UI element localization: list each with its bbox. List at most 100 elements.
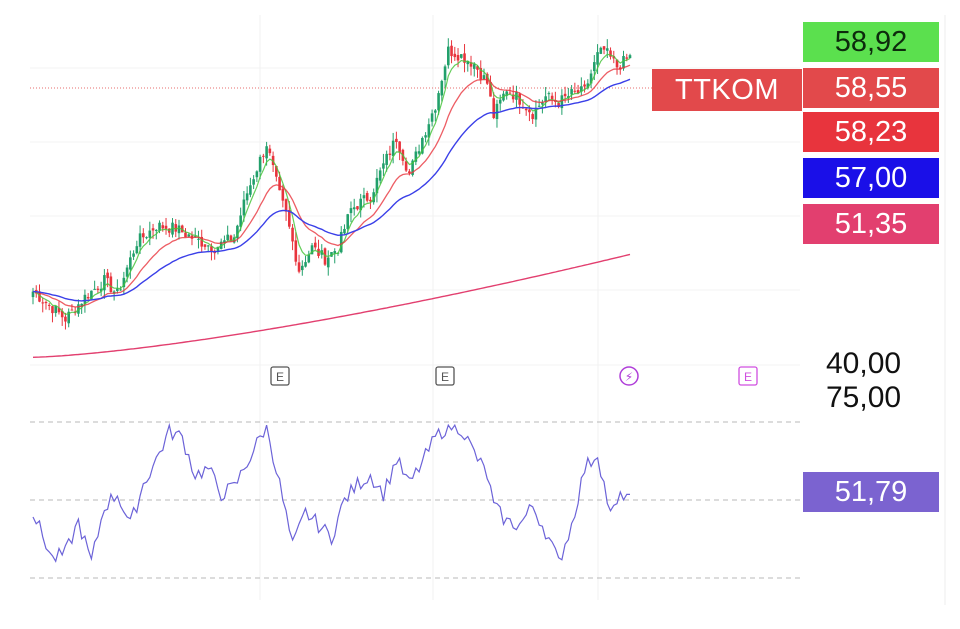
- candle-body: [313, 242, 317, 248]
- candle-body: [404, 161, 408, 171]
- candle-body: [411, 160, 414, 175]
- candle-body: [430, 113, 434, 122]
- candle-body: [528, 109, 531, 113]
- candle-body: [456, 55, 460, 61]
- candle-body: [563, 93, 567, 97]
- candle-body: [356, 206, 359, 210]
- candle-body: [560, 95, 564, 109]
- candle-body: [51, 306, 54, 314]
- candle-body: [122, 277, 126, 288]
- candle-body: [148, 230, 152, 238]
- candle-body: [398, 141, 401, 153]
- candle-body: [278, 177, 281, 191]
- candle-body: [158, 222, 161, 231]
- candle-body: [236, 225, 239, 239]
- candle-body: [378, 170, 382, 181]
- candle-body: [223, 240, 226, 244]
- candle-body: [242, 199, 246, 216]
- candle-body: [388, 153, 392, 155]
- candle-body: [541, 102, 544, 105]
- candle-body: [80, 303, 83, 307]
- candle-body: [103, 275, 106, 291]
- candle-body: [466, 60, 470, 65]
- candle-body: [605, 48, 609, 51]
- candle-body: [177, 225, 181, 234]
- candle-body: [459, 54, 463, 58]
- price-label-ema-200: 51,35: [803, 204, 939, 244]
- candle-body: [508, 92, 512, 94]
- candle-body: [333, 251, 337, 254]
- candle-body: [447, 46, 450, 66]
- candle-body: [570, 89, 573, 95]
- candle-body: [187, 234, 191, 237]
- candle-body: [326, 257, 330, 268]
- candle-body: [31, 291, 35, 298]
- candle-body: [93, 288, 96, 290]
- candle-body: [200, 236, 204, 247]
- candle-body: [573, 90, 577, 92]
- candle-body: [206, 245, 210, 247]
- candle-body: [249, 185, 252, 195]
- candle-body: [216, 246, 220, 253]
- candle-body: [375, 177, 379, 194]
- candle-body: [203, 244, 207, 247]
- candle-body: [90, 290, 93, 300]
- candle-body: [365, 193, 369, 201]
- candle-body: [534, 107, 538, 120]
- candle-body: [479, 68, 483, 80]
- candle-body: [583, 84, 586, 87]
- candle-body: [106, 272, 109, 279]
- candle-body: [492, 98, 496, 118]
- candle-body: [602, 46, 606, 50]
- candle-body: [297, 262, 301, 272]
- candle-body: [161, 225, 165, 229]
- rsi-line: [32, 422, 631, 563]
- candle-body: [174, 224, 178, 232]
- candle-body: [463, 53, 466, 63]
- candle-body: [38, 291, 41, 302]
- symbol-label: TTKOM: [652, 69, 802, 111]
- earnings-icon: [435, 366, 455, 386]
- candle-body: [132, 253, 135, 257]
- earnings-icon-glyph: E: [276, 370, 284, 384]
- candle-body: [352, 207, 356, 210]
- candle-body: [112, 291, 116, 294]
- candle-body: [596, 52, 599, 65]
- candle-body: [129, 257, 132, 270]
- candle-body: [505, 91, 509, 96]
- candle-body: [135, 246, 139, 254]
- price-label-ema-50: 57,00: [803, 158, 939, 198]
- candle-body: [531, 114, 534, 120]
- candle-body: [518, 93, 521, 105]
- candle-body: [437, 93, 440, 111]
- candle-body: [557, 103, 560, 107]
- dividend-icon: [619, 366, 639, 386]
- candle-body: [142, 233, 145, 238]
- candle-body: [252, 179, 255, 185]
- candle-body: [615, 59, 619, 68]
- candle-body: [70, 309, 74, 311]
- candle-body: [612, 56, 616, 59]
- candle-body: [440, 80, 444, 96]
- candle-body: [537, 105, 541, 107]
- candle-body: [628, 55, 632, 59]
- candle-body: [391, 140, 395, 157]
- ema-50-line: [32, 78, 631, 302]
- price-label-ema-20: 58,23: [803, 112, 939, 152]
- price-label-last: 58,55: [803, 68, 939, 108]
- dividend-icon-glyph: ⚡: [625, 370, 633, 384]
- candle-body: [450, 45, 453, 57]
- candle-body: [524, 108, 528, 111]
- candle-body: [408, 171, 411, 174]
- candle-body: [86, 296, 90, 299]
- ema-200-line: [32, 253, 631, 358]
- earnings-icon: [738, 366, 758, 386]
- candle-body: [580, 86, 583, 92]
- candle-body: [417, 151, 421, 154]
- candle-body: [362, 195, 366, 199]
- candle-body: [226, 234, 229, 241]
- candle-body: [550, 95, 554, 100]
- candle-body: [443, 66, 447, 81]
- candle-body: [44, 301, 48, 304]
